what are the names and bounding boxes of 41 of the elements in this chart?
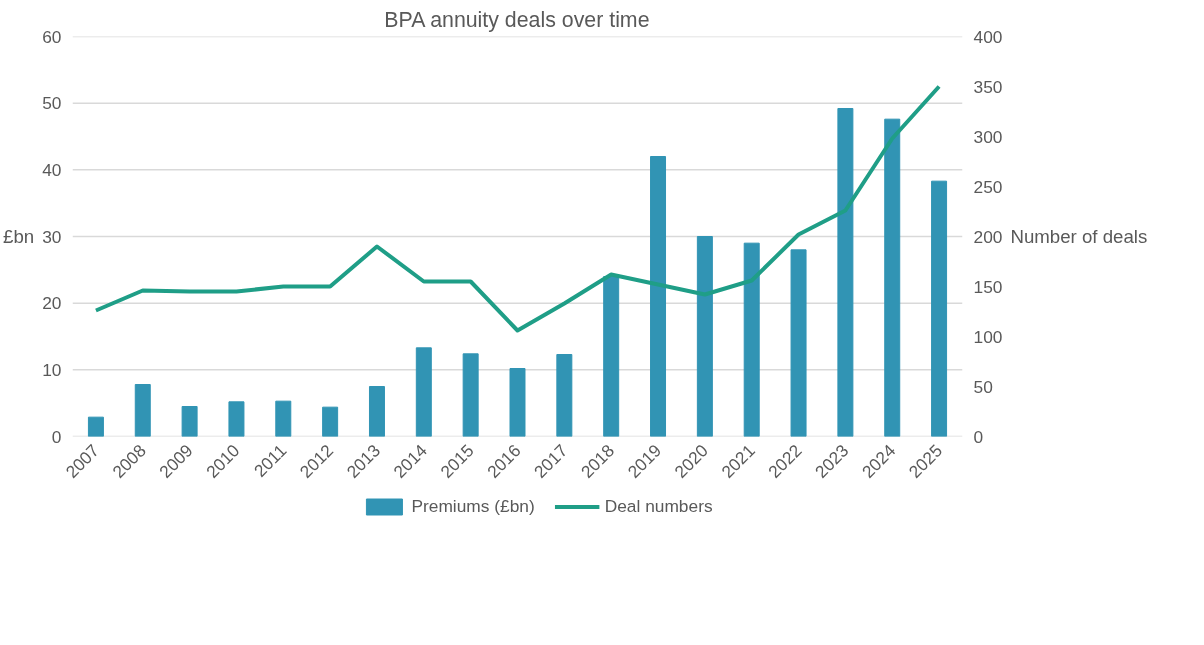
y2-tick-label: 400 xyxy=(973,26,1003,47)
bar xyxy=(87,416,104,437)
bar xyxy=(462,353,479,437)
legend-label: Premiums (£bn) xyxy=(411,495,535,517)
y-tick-label: 10 xyxy=(42,359,62,380)
y2-tick-label: 50 xyxy=(973,376,993,397)
bar xyxy=(509,368,526,437)
y-tick-label: 20 xyxy=(42,293,62,314)
y-tick-label: 30 xyxy=(42,226,62,247)
y-axis-title: £bn xyxy=(3,226,35,247)
bar xyxy=(228,401,245,437)
y2-tick-label: 250 xyxy=(973,176,1003,197)
y2-tick-label: 200 xyxy=(973,226,1003,247)
bar xyxy=(415,347,432,437)
y-tick-label: 0 xyxy=(51,426,62,447)
bar xyxy=(181,406,198,437)
bar xyxy=(322,406,339,437)
bar xyxy=(837,108,854,437)
y2-tick-label: 150 xyxy=(973,276,1003,297)
bar xyxy=(884,118,901,437)
bar xyxy=(603,276,620,437)
line-series xyxy=(93,84,942,333)
y2-tick-label: 300 xyxy=(973,126,1003,147)
y2-tick-label: 0 xyxy=(973,426,984,447)
legend-label: Deal numbers xyxy=(604,495,713,517)
bar xyxy=(134,384,151,437)
bar xyxy=(275,400,292,437)
y2-tick-label: 100 xyxy=(973,326,1003,347)
y-tick-label: 60 xyxy=(42,26,62,47)
bar xyxy=(790,249,807,437)
chart-title: BPA annuity deals over time xyxy=(384,7,650,32)
bar xyxy=(696,236,713,437)
y-tick-label: 40 xyxy=(42,159,62,180)
bar xyxy=(650,156,667,437)
y2-tick-label: 350 xyxy=(973,76,1003,97)
bar xyxy=(743,242,760,437)
bar xyxy=(556,354,573,437)
bar xyxy=(368,386,385,437)
y2-axis-title: Number of deals xyxy=(1010,226,1148,247)
y-tick-label: 50 xyxy=(42,93,62,114)
bar xyxy=(931,180,948,437)
